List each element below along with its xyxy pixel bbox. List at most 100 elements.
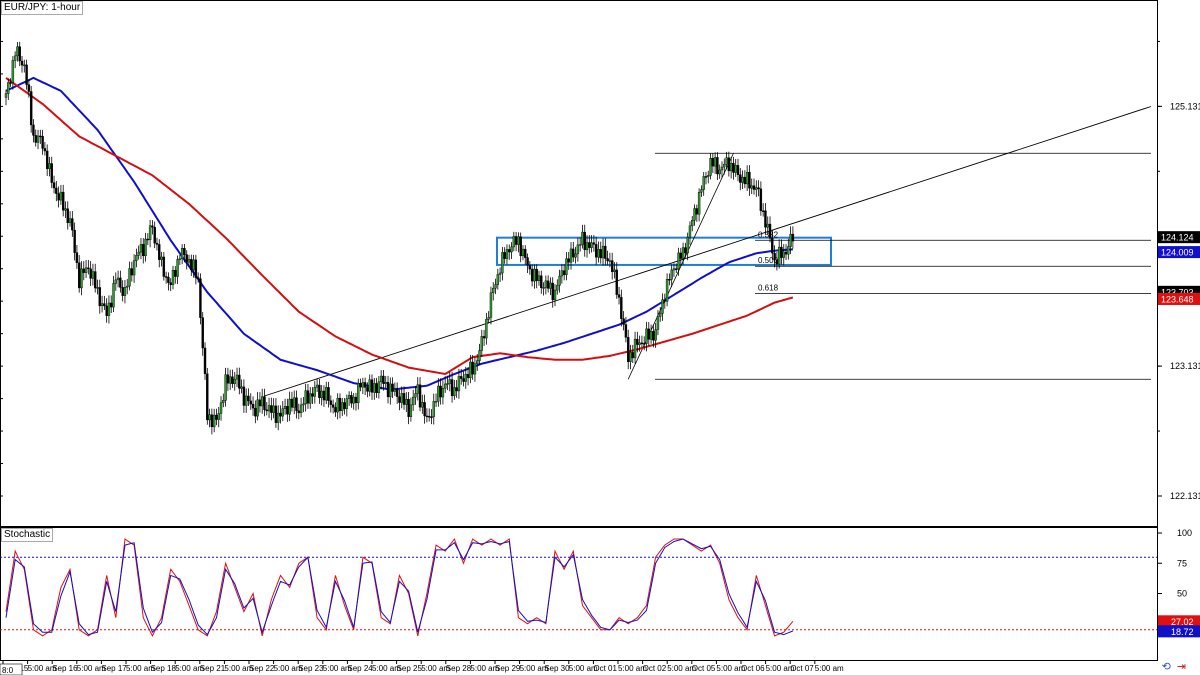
candle-body (382, 375, 385, 384)
candle-body (434, 401, 438, 403)
candle-body (144, 238, 147, 257)
candle-body (462, 378, 465, 382)
candle-body (192, 259, 195, 271)
candle-body (299, 404, 303, 414)
candle-body (775, 259, 779, 265)
candle-body (471, 361, 474, 375)
candle-body (773, 252, 776, 260)
candle-body (562, 270, 566, 276)
cursor-time-box (0, 663, 23, 675)
candle-body (84, 267, 88, 273)
candle-body (327, 387, 330, 401)
candle-body (766, 223, 769, 228)
candle-body (391, 383, 394, 392)
candle-body (183, 248, 186, 255)
x-tick-label: 5:00 am (372, 664, 401, 673)
candle-body (272, 405, 275, 413)
moving-average-red (5, 77, 794, 376)
candle-body (43, 148, 47, 152)
candle-body (354, 396, 358, 404)
price-tag-label: 123.703 (1161, 287, 1194, 297)
candle-body (7, 82, 10, 94)
candle-body (9, 82, 12, 84)
candle-body (599, 249, 602, 259)
candle-body (393, 388, 397, 392)
candle-body (787, 246, 790, 255)
candle-body (418, 384, 422, 408)
candle-body (16, 46, 19, 57)
candle-body (315, 384, 319, 388)
candle-body (755, 187, 758, 190)
candle-body (675, 268, 678, 270)
candle-body (222, 400, 225, 403)
x-tick-label: 5:00 am (323, 664, 352, 673)
x-tick-label: 5:00 am (274, 664, 303, 673)
candle-body (789, 233, 792, 247)
candle-body (432, 401, 435, 418)
candle-body (357, 382, 360, 404)
sync-icon[interactable]: ⟲ (1161, 661, 1177, 673)
candle-body (693, 208, 696, 221)
candle-body (178, 258, 182, 260)
candle-body (256, 399, 259, 417)
candle-body (537, 275, 541, 282)
candle-body (290, 398, 294, 408)
candle-body (729, 162, 733, 172)
candle-body (700, 189, 703, 193)
x-tick-label: 5:00 am (618, 664, 647, 673)
stochastic-value-tag (1158, 625, 1200, 638)
candle-body (137, 251, 140, 256)
candle-body (780, 246, 783, 258)
autoscroll-icon[interactable]: ⇥ (1176, 661, 1192, 673)
candle-body (444, 383, 447, 389)
candle-body (624, 324, 628, 338)
x-tick-label: Sep 23 (298, 664, 324, 673)
candle-body (661, 299, 664, 314)
candle-body (569, 248, 573, 263)
candle-body (572, 248, 575, 258)
candle-body (375, 383, 378, 394)
candle-body (373, 383, 376, 393)
candle-body (20, 60, 24, 66)
candle-body (777, 246, 781, 265)
candle-body (103, 303, 106, 307)
candle-body (366, 387, 369, 392)
candle-body (649, 331, 653, 340)
price-tag-box (1158, 246, 1200, 259)
candle-body (498, 272, 502, 275)
candle-body (643, 343, 646, 345)
candle-body (633, 338, 637, 359)
candle-body (704, 176, 708, 178)
chart-toolbar[interactable]: ⟲⇥ (1162, 660, 1192, 673)
candle-body (370, 379, 374, 393)
price-tag-box (1158, 292, 1200, 305)
x-tick-label: Sep 29 (495, 664, 521, 673)
candle-body (496, 274, 500, 285)
candle-body (494, 284, 497, 289)
candle-body (384, 382, 387, 384)
candle-body (123, 286, 127, 296)
candle-body (752, 185, 756, 190)
candle-body (457, 376, 461, 392)
candle-body (441, 388, 445, 398)
candle-body (18, 46, 21, 62)
candle-body (402, 393, 406, 405)
candle-body (231, 376, 234, 384)
main-pane-title: EUR/JPY: 1-hour (1, 1, 84, 15)
candle-body (654, 329, 657, 341)
candle-body (551, 282, 554, 301)
candle-body (41, 135, 44, 149)
candle-body (91, 271, 95, 279)
candle-body (745, 172, 749, 185)
fib-label: 0.500 (758, 256, 779, 265)
candle-body (164, 276, 168, 278)
candle-body (707, 175, 710, 177)
candle-body (656, 316, 660, 330)
candle-body (464, 373, 467, 382)
y-tick-label: 123.131 (1170, 361, 1200, 371)
candle-body (640, 342, 644, 345)
candle-body (87, 267, 90, 270)
candle-body (636, 338, 639, 345)
x-tick-label: Sep 17 (101, 664, 127, 673)
